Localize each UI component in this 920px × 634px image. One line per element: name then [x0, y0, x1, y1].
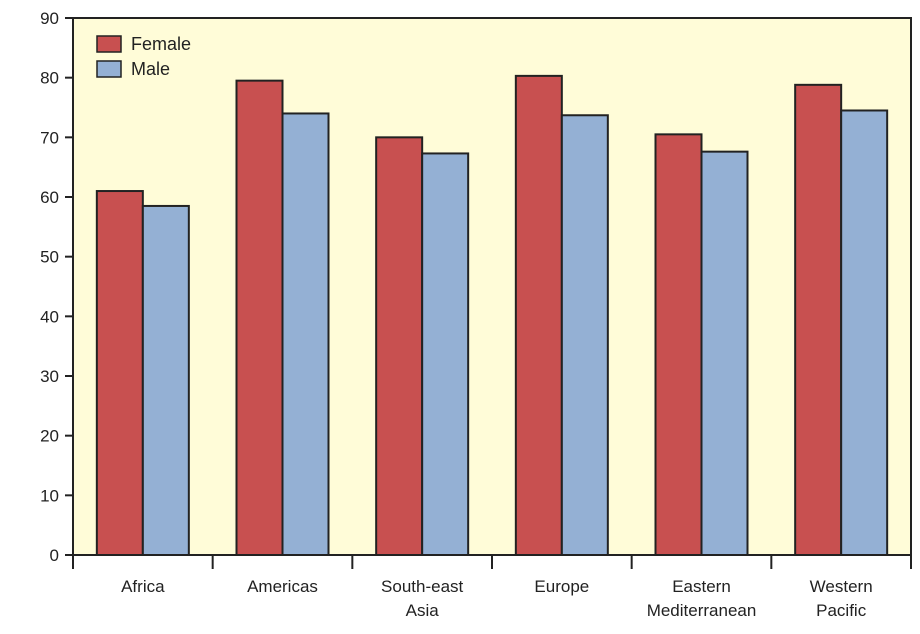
bar-male [421, 152, 470, 556]
y-tick-label: 40 [40, 307, 59, 326]
y-tick-label: 0 [50, 546, 59, 565]
x-tick-label: Africa [121, 577, 165, 596]
y-tick-label: 90 [40, 9, 59, 28]
y-tick-label: 80 [40, 69, 59, 88]
plot-frame [72, 17, 912, 556]
bars [95, 74, 889, 557]
bar-female [95, 190, 144, 557]
bar-male [281, 112, 330, 556]
bar-female [794, 83, 843, 557]
plot-area [72, 17, 912, 556]
y-tick-label: 70 [40, 128, 59, 147]
bar-male [560, 114, 609, 557]
bar-female [375, 136, 424, 556]
bar-female [235, 79, 284, 557]
x-tick-label: Eastern [672, 577, 731, 596]
x-tick-label: Asia [406, 601, 440, 620]
bar-male [700, 150, 749, 557]
legend: Female Male [96, 34, 191, 79]
x-tick-label: Europe [534, 577, 589, 596]
y-tick-label: 20 [40, 427, 59, 446]
bar-male [141, 204, 190, 556]
x-tick-label: Western [810, 577, 873, 596]
y-axis: 0 10 20 30 40 50 60 70 80 90 [40, 9, 73, 565]
x-tick-label: Mediterranean [647, 601, 757, 620]
legend-swatch-female [96, 35, 122, 53]
y-tick-label: 30 [40, 367, 59, 386]
bar-male [840, 109, 889, 556]
x-tick-label: South-east [381, 577, 463, 596]
legend-label-female: Female [131, 34, 191, 54]
x-axis: Africa Americas South-east Asia Europe Easter… [72, 555, 912, 620]
legend-label-male: Male [131, 59, 170, 79]
legend-swatch-male [96, 60, 122, 78]
bar-female [514, 74, 563, 556]
y-tick-label: 60 [40, 188, 59, 207]
y-tick-label: 50 [40, 248, 59, 267]
x-tick-label: Americas [247, 577, 318, 596]
x-tick-label: Pacific [816, 601, 867, 620]
bar-female [654, 133, 703, 556]
y-tick-label: 10 [40, 486, 59, 505]
